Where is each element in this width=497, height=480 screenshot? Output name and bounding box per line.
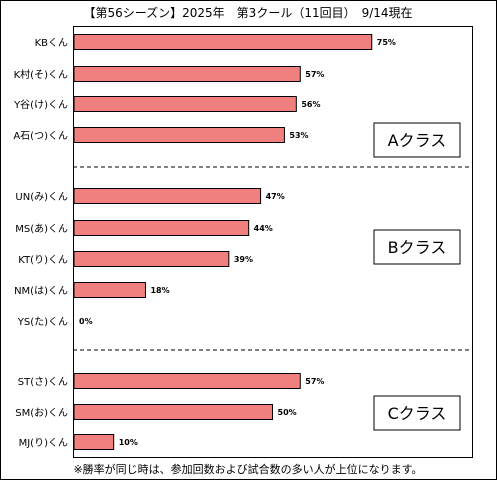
value-label: 56% xyxy=(301,100,320,109)
value-label: 75% xyxy=(377,38,396,47)
value-label: 0% xyxy=(79,317,93,326)
value-label: 47% xyxy=(266,192,285,201)
category-label: ST(さ)くん xyxy=(18,376,68,388)
value-label: 39% xyxy=(234,255,253,264)
plot-area xyxy=(73,26,473,458)
group-label: Aクラス xyxy=(388,131,447,150)
category-label: NM(は)くん xyxy=(14,285,68,297)
value-label: 53% xyxy=(289,131,308,140)
value-label: 50% xyxy=(278,408,297,417)
value-label: 10% xyxy=(119,438,138,447)
bar xyxy=(73,220,250,236)
group-box xyxy=(373,122,461,158)
category-label: KT(り)くん xyxy=(18,254,68,266)
value-label: 44% xyxy=(254,224,273,233)
group-box xyxy=(373,395,461,431)
bar xyxy=(73,373,301,389)
group-label: Bクラス xyxy=(388,238,447,257)
bar xyxy=(73,96,297,112)
category-label: MS(あ)くん xyxy=(15,223,68,235)
category-label: KBくん xyxy=(35,37,68,49)
bar xyxy=(73,251,230,267)
value-label: 57% xyxy=(305,377,324,386)
group-labels-layer: Aクラス Bクラス Cクラス xyxy=(373,122,461,431)
bar xyxy=(73,34,373,50)
bar xyxy=(73,66,301,82)
group-label: Cクラス xyxy=(388,404,447,423)
bar xyxy=(73,188,262,204)
value-label: 57% xyxy=(305,70,324,79)
bar xyxy=(73,404,273,420)
bar xyxy=(73,434,115,450)
bar xyxy=(73,282,146,298)
category-label: SM(お)くん xyxy=(15,407,68,419)
category-label: MJ(り)くん xyxy=(19,437,68,449)
category-label: YS(た)くん xyxy=(17,316,68,328)
category-label: K村(そ)くん xyxy=(14,68,68,81)
chart-title: 【第56シーズン】2025年 第3クール（11回目） 9/14現在 xyxy=(83,5,412,20)
value-label: 18% xyxy=(150,286,169,295)
bar xyxy=(73,127,285,143)
category-label: UN(み)くん xyxy=(15,191,68,203)
group-box xyxy=(373,229,461,265)
category-label: Y谷(け)くん xyxy=(13,99,68,111)
category-label: A石(つ)くん xyxy=(13,130,68,142)
footnote: ※勝率が同じ時は、参加回数および試合数の多い人が上位になります。 xyxy=(73,462,422,476)
bars-layer: KBくん 75% K村(そ)くん 57% Y谷(け)くん 56% A石(つ)くん 53% UN(… xyxy=(13,34,396,450)
